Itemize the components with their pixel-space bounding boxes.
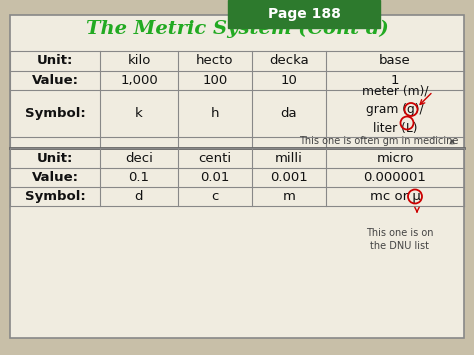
Text: mc or μ: mc or μ bbox=[370, 190, 420, 203]
Text: h: h bbox=[211, 107, 219, 120]
Text: d: d bbox=[135, 190, 143, 203]
Text: milli: milli bbox=[275, 152, 303, 164]
Text: Symbol:: Symbol: bbox=[25, 190, 85, 203]
Text: 0.001: 0.001 bbox=[270, 171, 308, 184]
Text: 1,000: 1,000 bbox=[120, 74, 158, 87]
Text: This one is often gm in medicine: This one is often gm in medicine bbox=[299, 136, 458, 146]
Text: Symbol:: Symbol: bbox=[25, 107, 85, 120]
Text: k: k bbox=[135, 107, 143, 120]
Text: c: c bbox=[211, 190, 219, 203]
Text: Unit:: Unit: bbox=[37, 55, 73, 67]
Text: 1: 1 bbox=[391, 74, 399, 87]
Text: The Metric System (Cont’d): The Metric System (Cont’d) bbox=[86, 20, 388, 38]
Text: meter (m)/
gram (g)/
liter (L): meter (m)/ gram (g)/ liter (L) bbox=[362, 84, 428, 135]
Text: 0.1: 0.1 bbox=[128, 171, 149, 184]
Text: This one is on
the DNU list: This one is on the DNU list bbox=[366, 228, 434, 251]
Text: Unit:: Unit: bbox=[37, 152, 73, 164]
Bar bbox=[228, 0, 380, 28]
Text: 0.000001: 0.000001 bbox=[364, 171, 427, 184]
Text: hecto: hecto bbox=[196, 55, 234, 67]
Text: da: da bbox=[281, 107, 297, 120]
Text: Value:: Value: bbox=[31, 74, 79, 87]
Text: decka: decka bbox=[269, 55, 309, 67]
Text: 100: 100 bbox=[202, 74, 228, 87]
Text: Value:: Value: bbox=[31, 171, 79, 184]
Text: 0.01: 0.01 bbox=[201, 171, 230, 184]
Text: centi: centi bbox=[199, 152, 232, 164]
Text: 10: 10 bbox=[281, 74, 298, 87]
Text: m: m bbox=[283, 190, 295, 203]
Text: base: base bbox=[379, 55, 411, 67]
Text: Page 188: Page 188 bbox=[267, 7, 340, 21]
Text: deci: deci bbox=[125, 152, 153, 164]
Text: kilo: kilo bbox=[128, 55, 151, 67]
Text: micro: micro bbox=[376, 152, 414, 164]
